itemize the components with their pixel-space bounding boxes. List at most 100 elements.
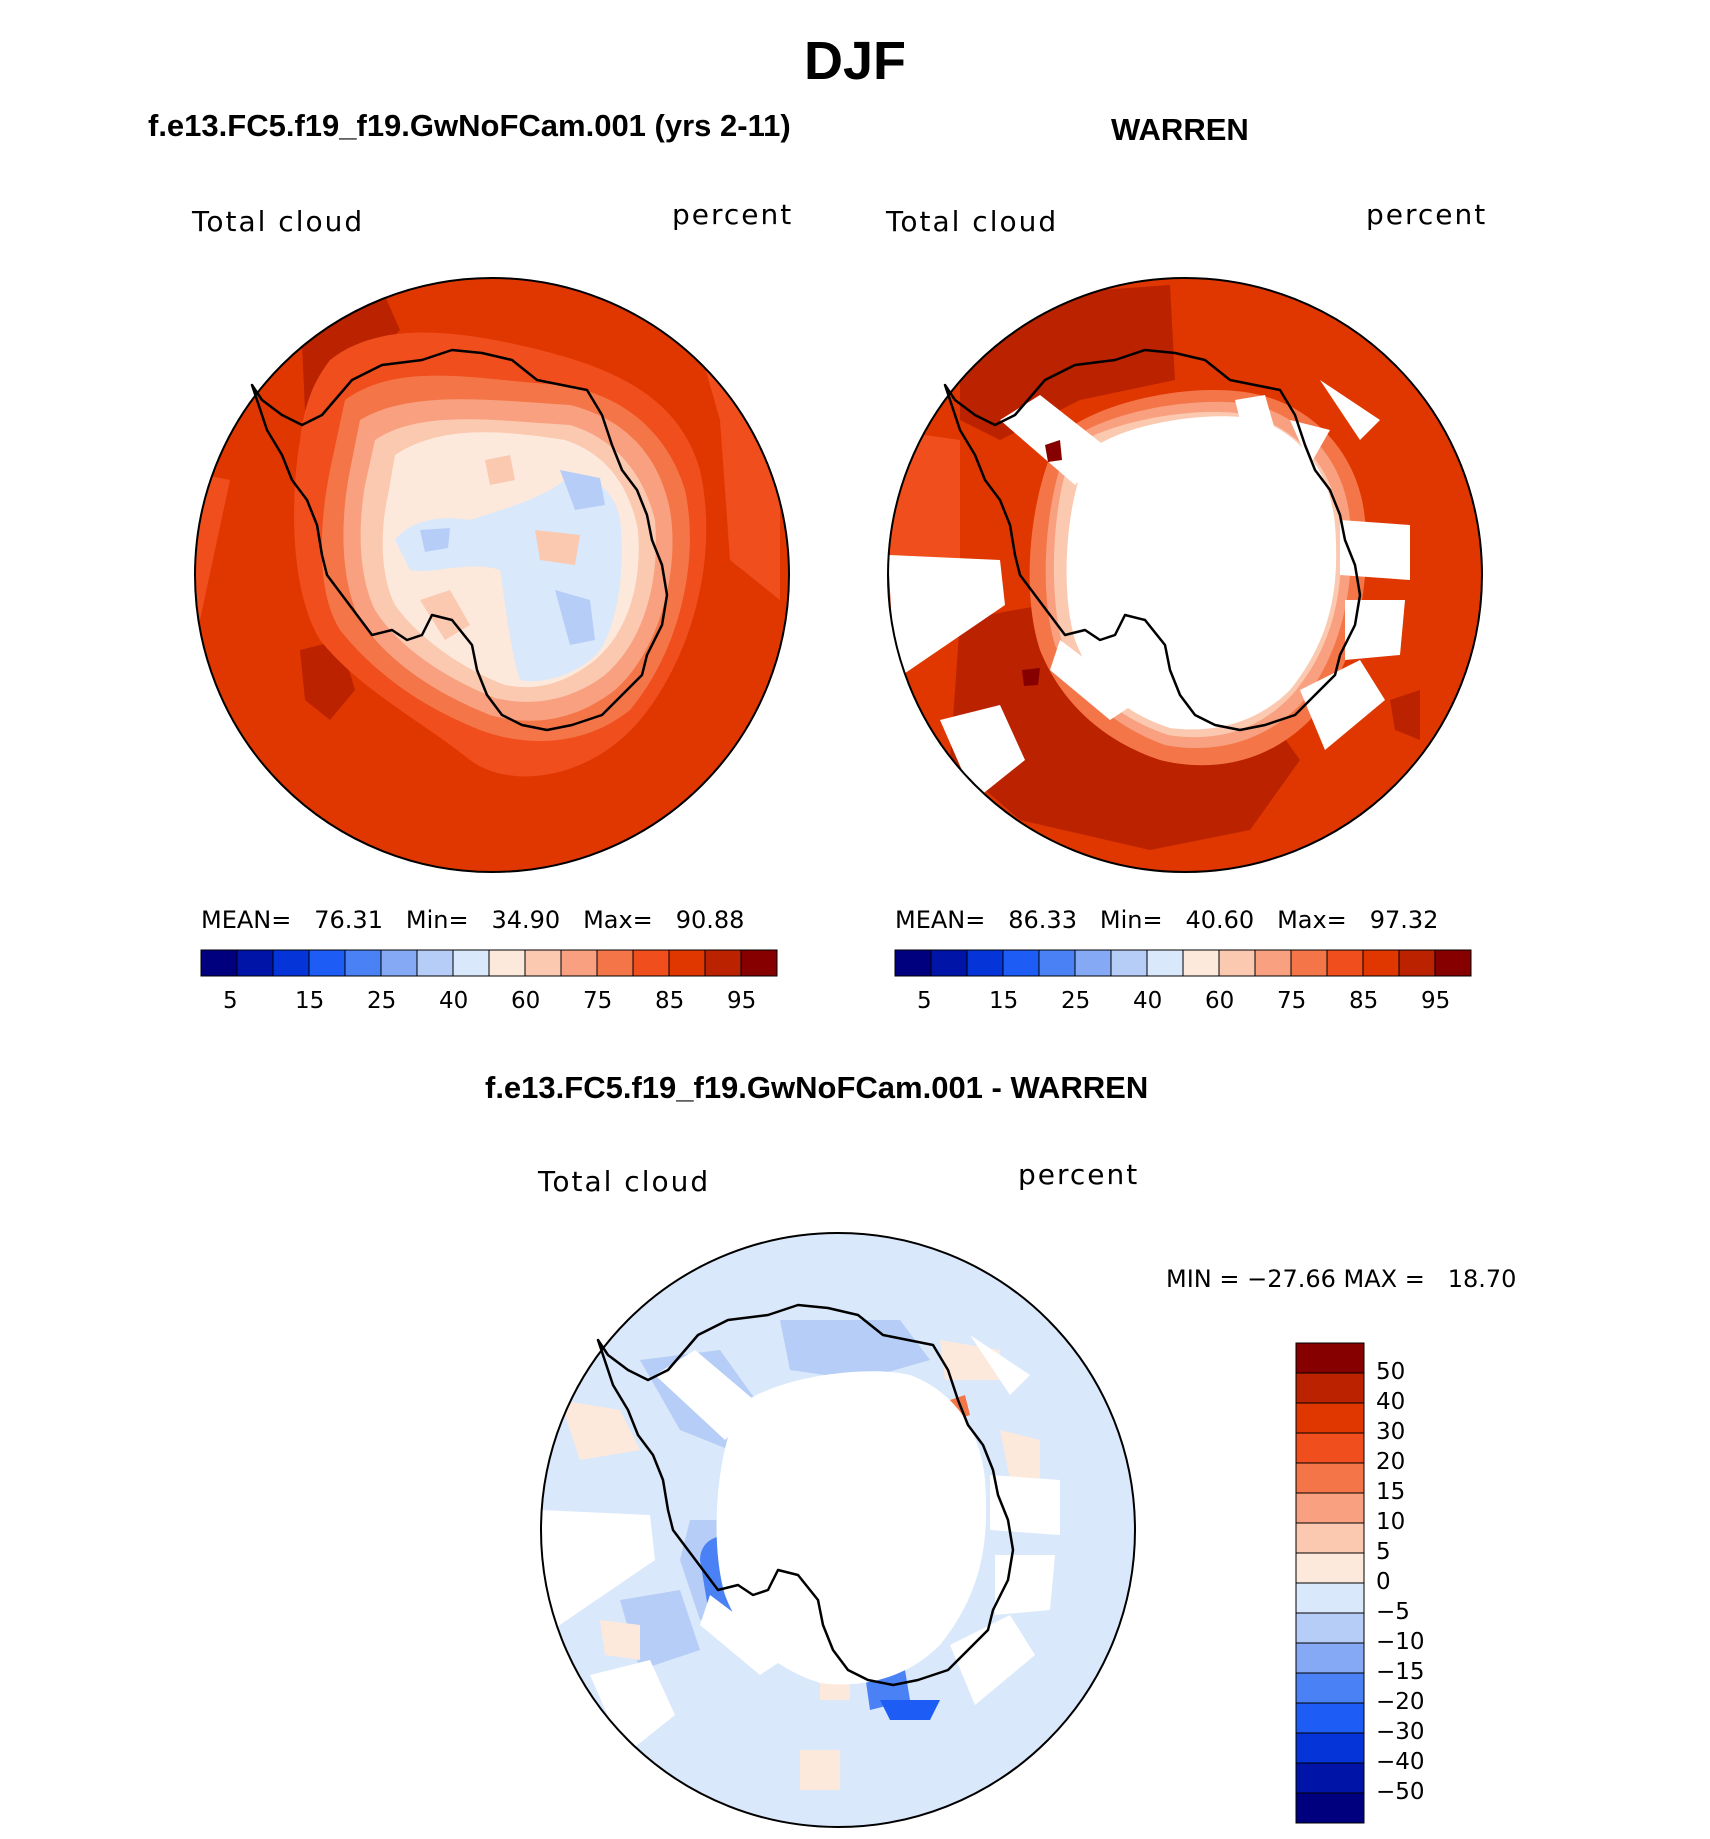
difference-fill: [541, 1233, 1135, 1827]
colorbar-tick-label: −10: [1376, 1629, 1425, 1655]
colorbar-tick-label: 85: [655, 988, 685, 1014]
panel-2-min-label: Min=: [1099, 906, 1163, 934]
colorbar-swatch: [704, 949, 742, 977]
colorbar-tick-label: 95: [727, 988, 757, 1014]
colorbar-swatch: [308, 949, 346, 977]
colorbar-swatch: [632, 949, 670, 977]
colorbar-tick-label: 40: [439, 988, 469, 1014]
panel-2-mean-label: MEAN=: [895, 906, 986, 934]
colorbar-swatch: [1254, 949, 1292, 977]
colorbar-swatch: [1295, 1612, 1365, 1644]
colorbar-tick-label: 15: [295, 988, 325, 1014]
colorbar-tick-label: −15: [1376, 1659, 1425, 1685]
figure-title: DJF: [803, 31, 906, 91]
panel-1-max-value: 90.88: [675, 906, 745, 934]
model-coastline: [250, 348, 669, 732]
panel-2-colorbar: [894, 949, 1472, 977]
panel-1-colorbar: [200, 949, 778, 977]
colorbar-swatch: [1295, 1702, 1365, 1734]
colorbar-tick-label: −30: [1376, 1719, 1425, 1745]
colorbar-tick-label: 75: [1277, 988, 1307, 1014]
colorbar-swatch: [1218, 949, 1256, 977]
colorbar-tick-label: 25: [367, 988, 397, 1014]
colorbar-swatch: [894, 949, 932, 977]
colorbar-swatch: [668, 949, 706, 977]
panel-1-max-label: Max=: [583, 906, 653, 934]
colorbar-tick-label: 95: [1421, 988, 1451, 1014]
colorbar-swatch: [272, 949, 310, 977]
difference-coastline: [596, 1303, 1015, 1687]
panel-1-min-label: Min=: [405, 906, 469, 934]
colorbar-swatch: [380, 949, 418, 977]
colorbar-swatch: [1110, 949, 1148, 977]
colorbar-tick-label: 10: [1376, 1509, 1406, 1535]
colorbar-tick-label: 60: [511, 988, 541, 1014]
warren-coastline: [943, 348, 1362, 732]
colorbar-swatch: [1295, 1552, 1365, 1584]
panel-2-stats: MEAN= 86.33 Min= 40.60 Max= 97.32: [895, 906, 1438, 934]
panel-2-variable-label: Total cloud: [886, 205, 1059, 238]
colorbar-swatch: [1295, 1462, 1365, 1494]
colorbar-tick-label: 5: [1376, 1539, 1391, 1565]
colorbar-tick-label: 15: [1376, 1479, 1406, 1505]
colorbar-swatch: [1295, 1732, 1365, 1764]
colorbar-swatch: [1326, 949, 1364, 977]
colorbar-swatch: [560, 949, 598, 977]
colorbar-swatch: [596, 949, 634, 977]
panel-1-mean-label: MEAN=: [201, 906, 292, 934]
panel-1-variable-label: Total cloud: [192, 205, 365, 238]
difference-variable-label: Total cloud: [538, 1165, 711, 1198]
colorbar-swatch: [488, 949, 526, 977]
model-cloud-map: [194, 277, 790, 873]
panel-2-mean-value: 86.33: [1008, 906, 1077, 934]
colorbar-swatch: [1295, 1642, 1365, 1674]
panel-2-min-value: 40.60: [1185, 906, 1255, 934]
colorbar-swatch: [1295, 1522, 1365, 1554]
colorbar-tick-label: 50: [1376, 1359, 1406, 1385]
difference-units-label: percent: [1018, 1158, 1140, 1191]
colorbar-swatch: [1295, 1432, 1365, 1464]
panel-2-max-value: 97.32: [1369, 906, 1439, 934]
panel-1-mean-value: 76.31: [314, 906, 383, 934]
colorbar-tick-label: 20: [1376, 1449, 1406, 1475]
colorbar-swatch: [1146, 949, 1184, 977]
panel-2-units-label: percent: [1366, 198, 1488, 231]
colorbar-tick-label: 30: [1376, 1419, 1406, 1445]
colorbar-tick-label: 0: [1376, 1569, 1391, 1595]
colorbar-swatch: [1295, 1492, 1365, 1524]
colorbar-swatch: [1434, 949, 1472, 977]
difference-map: [540, 1232, 1136, 1828]
colorbar-swatch: [930, 949, 968, 977]
colorbar-tick-label: −50: [1376, 1779, 1425, 1805]
colorbar-swatch: [1038, 949, 1076, 977]
colorbar-swatch: [524, 949, 562, 977]
colorbar-swatch: [1295, 1672, 1365, 1704]
colorbar-swatch: [1182, 949, 1220, 977]
panel-2-title: WARREN: [1111, 112, 1249, 147]
colorbar-swatch: [1295, 1762, 1365, 1794]
colorbar-tick-label: −20: [1376, 1689, 1425, 1715]
difference-colorbar: [1295, 1342, 1365, 1824]
model-cloud-fill: [195, 278, 789, 872]
colorbar-tick-label: 5: [223, 988, 238, 1014]
colorbar-swatch: [1002, 949, 1040, 977]
colorbar-tick-label: 15: [989, 988, 1019, 1014]
colorbar-tick-label: −40: [1376, 1749, 1425, 1775]
colorbar-swatch: [1295, 1372, 1365, 1404]
colorbar-swatch: [344, 949, 382, 977]
colorbar-swatch: [200, 949, 238, 977]
colorbar-swatch: [1295, 1342, 1365, 1374]
colorbar-swatch: [1295, 1402, 1365, 1434]
panel-2-max-label: Max=: [1277, 906, 1347, 934]
colorbar-swatch: [1362, 949, 1400, 977]
colorbar-tick-label: 40: [1376, 1389, 1406, 1415]
panel-1-title: f.e13.FC5.f19_f19.GwNoFCam.001 (yrs 2-11…: [148, 108, 791, 143]
colorbar-swatch: [966, 949, 1004, 977]
colorbar-tick-label: 75: [583, 988, 613, 1014]
difference-title: f.e13.FC5.f19_f19.GwNoFCam.001 - WARREN: [485, 1070, 1149, 1105]
panel-1-min-value: 34.90: [491, 906, 561, 934]
panel-1-stats: MEAN= 76.31 Min= 34.90 Max= 90.88: [201, 906, 744, 934]
colorbar-tick-label: 60: [1205, 988, 1235, 1014]
warren-cloud-fill: [888, 278, 1482, 872]
